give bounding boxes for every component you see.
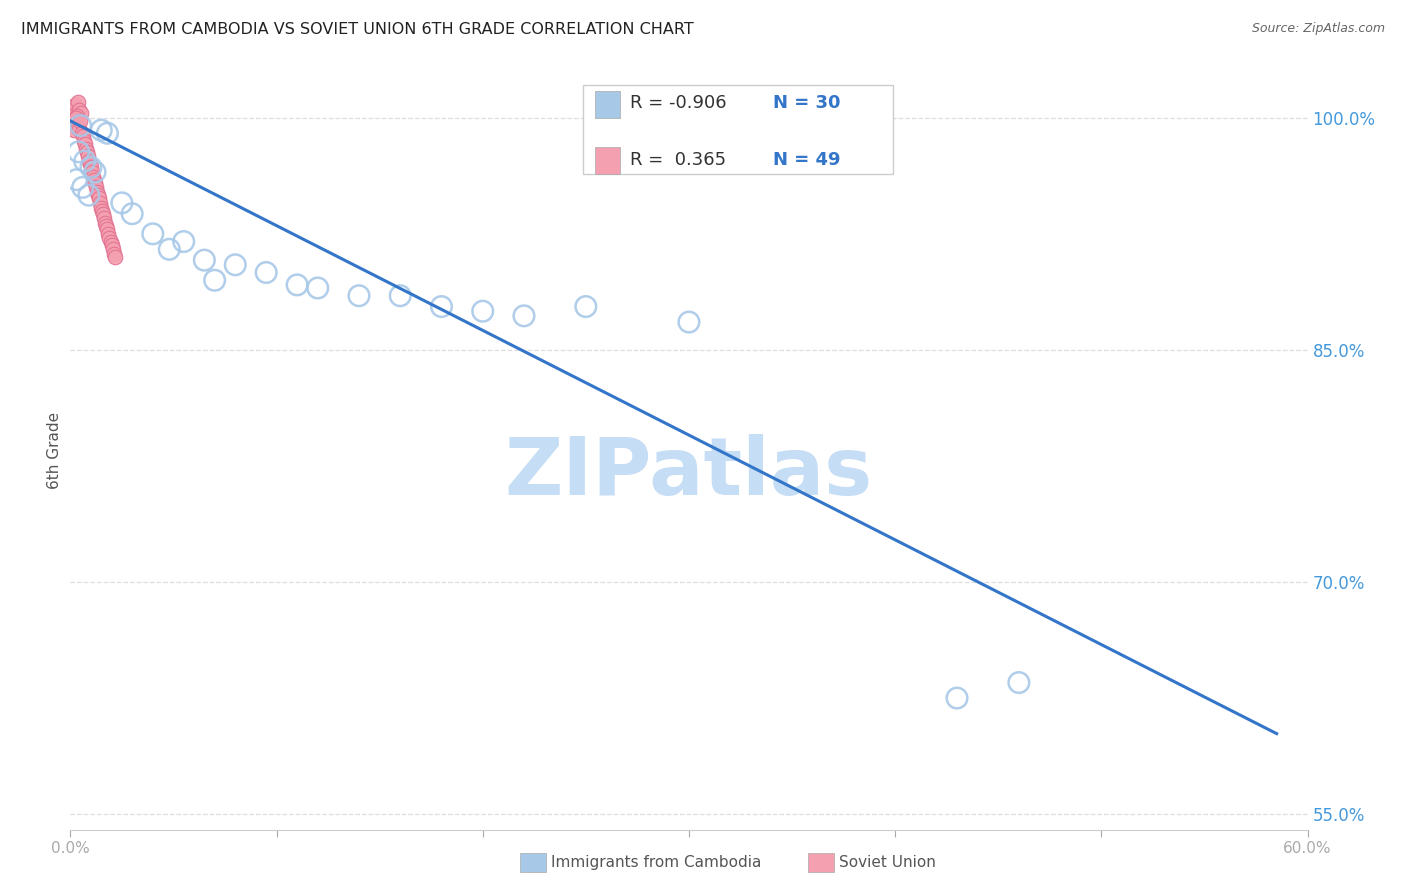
Point (79, 157, 101, 171)
Point (70, 126, 93, 140)
Point (80, 161, 103, 175)
Point (513, 309, 536, 323)
Point (97, 227, 120, 241)
Point (90, 201, 112, 215)
Point (63, 114, 86, 128)
Point (65, 111, 87, 125)
Point (72, 180, 94, 194)
Point (121, 207, 143, 221)
Point (389, 289, 412, 303)
Point (946, 691, 969, 706)
Point (73, 137, 96, 152)
Point (66, 109, 89, 123)
Point (86, 185, 108, 199)
Point (678, 315, 700, 329)
Point (193, 253, 215, 268)
Point (62, 119, 84, 133)
Text: Soviet Union: Soviet Union (839, 855, 936, 870)
Text: R = -0.906: R = -0.906 (630, 95, 727, 112)
Point (575, 300, 598, 314)
Point (63, 108, 86, 122)
Point (84, 165, 107, 179)
Point (84, 180, 107, 194)
Point (224, 258, 246, 272)
Point (96, 126, 118, 140)
Point (80, 161, 103, 175)
Point (76, 149, 98, 163)
Point (67, 121, 90, 136)
Point (83, 172, 105, 186)
Point (94, 216, 117, 230)
Point (87, 188, 110, 202)
Point (98, 231, 121, 245)
Point (104, 250, 127, 264)
Point (69, 114, 91, 128)
Point (254, 266, 277, 280)
Point (69, 106, 91, 120)
Point (90, 123, 112, 137)
Point (65, 111, 87, 125)
Point (101, 242, 124, 256)
Point (430, 300, 453, 314)
Point (307, 281, 329, 295)
Text: IMMIGRANTS FROM CAMBODIA VS SOVIET UNION 6TH GRADE CORRELATION CHART: IMMIGRANTS FROM CAMBODIA VS SOVIET UNION… (21, 22, 693, 37)
Point (96, 222, 118, 236)
Point (69, 119, 91, 133)
Point (63, 123, 86, 137)
Text: N = 49: N = 49 (773, 151, 841, 169)
Point (91, 207, 114, 221)
Point (75, 142, 97, 156)
Text: Immigrants from Cambodia: Immigrants from Cambodia (551, 855, 762, 870)
Point (62, 103, 84, 117)
Point (204, 273, 226, 287)
Point (91, 203, 114, 218)
Point (77, 154, 100, 169)
Point (471, 304, 494, 318)
Point (93, 211, 115, 226)
Point (111, 195, 134, 210)
Point (285, 277, 308, 292)
Point (73, 154, 96, 169)
Point (100, 237, 122, 252)
Point (89, 191, 111, 205)
Point (96, 219, 118, 233)
Point (73, 134, 96, 148)
Text: R =  0.365: R = 0.365 (630, 151, 725, 169)
Point (67, 103, 90, 117)
Point (100, 235, 122, 249)
Point (67, 145, 90, 159)
Y-axis label: 6th Grade: 6th Grade (46, 412, 62, 489)
Text: Source: ZipAtlas.com: Source: ZipAtlas.com (1251, 22, 1385, 36)
Point (76, 145, 98, 159)
Point (72, 129, 94, 144)
Point (84, 176, 107, 190)
Point (157, 242, 180, 256)
Point (60, 114, 83, 128)
Point (347, 289, 370, 303)
Point (77, 188, 100, 202)
Text: ZIPatlas: ZIPatlas (505, 434, 873, 512)
Point (67, 117, 90, 131)
Point (82, 169, 104, 184)
Point (89, 195, 111, 210)
Point (103, 247, 125, 261)
Point (1008, 675, 1031, 690)
Point (173, 235, 195, 249)
Point (65, 172, 87, 186)
Point (66, 95, 89, 110)
Point (142, 227, 165, 241)
Text: N = 30: N = 30 (773, 95, 841, 112)
Point (65, 98, 87, 112)
Point (80, 165, 103, 179)
